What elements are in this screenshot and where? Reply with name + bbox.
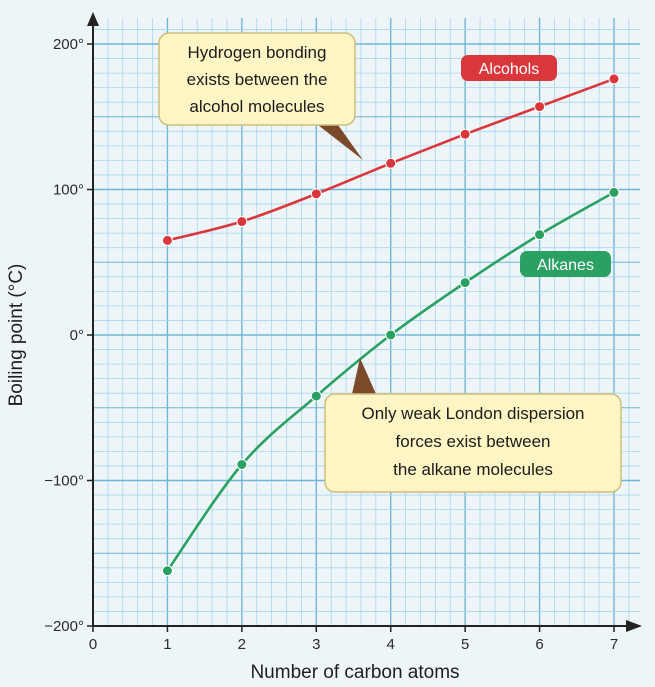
series-labels: Alcohols Alkanes <box>461 55 611 277</box>
alcohols-note-text-line: alcohol molecules <box>189 97 324 116</box>
x-axis-arrow <box>626 620 642 632</box>
series-layer <box>161 73 620 577</box>
alkanes-point <box>459 277 471 289</box>
alkanes-note-text-line: forces exist between <box>396 432 551 451</box>
alcohols-note-box <box>158 32 356 126</box>
x-tick-label: 0 <box>89 636 97 653</box>
x-tick-label: 3 <box>312 636 320 653</box>
alkanes-point <box>534 229 546 241</box>
axes: 0 1 2 3 4 5 6 7 200° 100° 0° −100° −200° Number of ca… <box>6 12 642 683</box>
y-tick-label: −100° <box>44 473 84 490</box>
alcohols-point <box>608 73 620 85</box>
y-tick-label: 100° <box>53 182 84 199</box>
alcohols-point <box>236 216 248 228</box>
callouts: Hydrogen bonding exists between the alcoho… <box>158 32 622 493</box>
y-axis-title: Boiling point (°C) <box>6 264 27 407</box>
x-axis-title: Number of carbon atoms <box>250 662 459 683</box>
alcohols-note-text-line: exists between the <box>187 70 328 89</box>
alkanes-note-text-line: the alkane molecules <box>393 460 553 479</box>
alkanes-note-pointer <box>352 358 376 394</box>
alkanes-point <box>236 458 248 470</box>
alkanes-note-text-line: Only weak London dispersion <box>361 404 584 423</box>
y-tick-label: 0° <box>70 327 84 344</box>
alcohols-note-text-line: Hydrogen bonding <box>188 43 327 62</box>
alcohols-note-pointer <box>318 125 363 160</box>
alcohols-point <box>459 128 471 140</box>
x-tick-label: 4 <box>387 636 395 653</box>
alcohols-label-box <box>461 55 557 81</box>
alkanes-point <box>310 390 322 402</box>
alcohols-point <box>534 101 546 113</box>
alkanes-point <box>385 329 397 341</box>
alcohols-label: Alcohols <box>479 61 539 78</box>
alkanes-label-box <box>520 251 611 277</box>
x-tick-label: 5 <box>461 636 469 653</box>
alkanes-point <box>161 565 173 577</box>
alcohols-point <box>385 157 397 169</box>
x-tick-label: 7 <box>610 636 618 653</box>
alkanes-note-box <box>324 393 622 493</box>
x-tick-label: 2 <box>238 636 246 653</box>
y-tick-label: −200° <box>44 618 84 635</box>
y-tick-label: 200° <box>53 36 84 53</box>
alkanes-label: Alkanes <box>537 257 594 274</box>
x-tick-label: 1 <box>163 636 171 653</box>
alkanes-point <box>608 186 620 198</box>
alcohols-point <box>310 188 322 200</box>
y-axis-arrow <box>87 12 99 26</box>
x-tick-label: 6 <box>535 636 543 653</box>
alcohols-point <box>161 234 173 246</box>
